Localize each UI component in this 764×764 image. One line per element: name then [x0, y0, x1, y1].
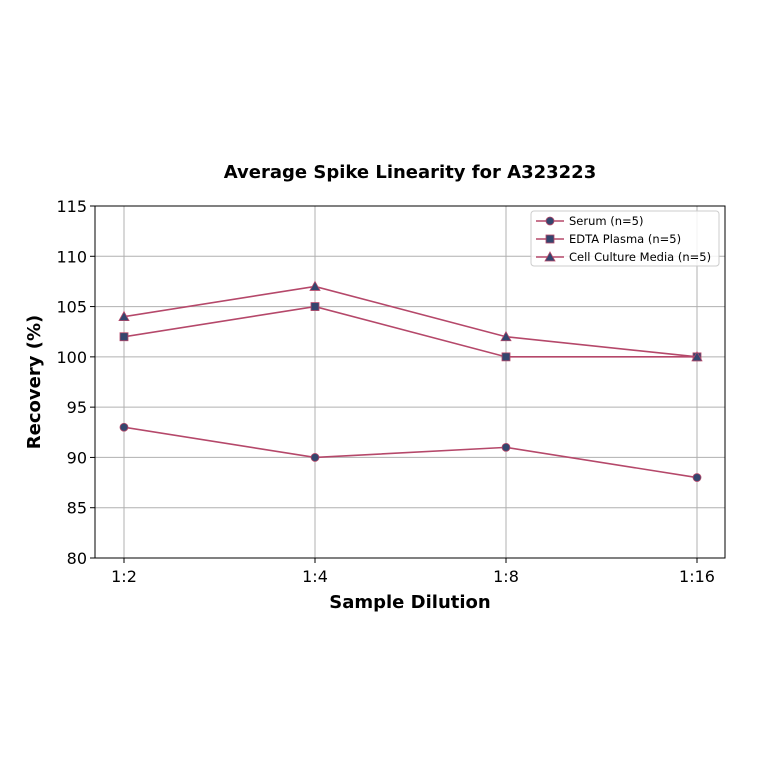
- y-axis-ticks: 80 85 90 95 100 105 110 115: [56, 197, 95, 568]
- square-marker: [119, 332, 129, 342]
- y-tick-label: 100: [56, 348, 87, 367]
- square-marker: [310, 302, 320, 311]
- y-axis-label: Recovery (%): [24, 315, 45, 449]
- series-line: [123, 305, 697, 358]
- circle-marker: [545, 216, 555, 226]
- series-line: [123, 426, 698, 479]
- chart-title: Average Spike Linearity for A323223: [224, 162, 596, 183]
- plot-area: [94, 205, 726, 559]
- y-tick-label: 80: [67, 549, 87, 568]
- circle-marker: [310, 453, 320, 462]
- triangle-marker: [544, 251, 556, 262]
- circle-marker: [501, 442, 511, 452]
- legend-item: Cell Culture Media (n=5): [536, 250, 711, 264]
- legend-box: [530, 210, 720, 267]
- triangle-marker: [118, 310, 130, 322]
- legend-label: Serum (n=5): [569, 214, 643, 228]
- circle-marker: [692, 473, 702, 482]
- circle-marker: [119, 422, 129, 432]
- y-tick-label: 110: [56, 247, 87, 266]
- x-tick-label: 1:4: [302, 567, 328, 586]
- x-tick-label: 1:8: [493, 567, 519, 586]
- legend-item: EDTA Plasma (n=5): [536, 232, 681, 246]
- y-tick-label: 95: [67, 398, 87, 417]
- y-tick-label: 85: [67, 499, 87, 518]
- square-marker: [545, 234, 555, 244]
- data-series: [118, 280, 703, 482]
- x-axis-ticks: 1:2 1:4 1:8 1:16: [111, 558, 715, 586]
- triangle-marker: [500, 330, 512, 342]
- series-line: [123, 285, 698, 358]
- series-2: [118, 280, 703, 362]
- x-tick-label: 1:16: [679, 567, 715, 586]
- y-tick-label: 105: [56, 298, 87, 317]
- triangle-marker: [691, 351, 703, 362]
- legend-label: EDTA Plasma (n=5): [569, 232, 681, 246]
- triangle-marker: [309, 280, 321, 291]
- y-tick-label: 90: [67, 448, 87, 467]
- legend-label: Cell Culture Media (n=5): [569, 250, 711, 264]
- legend-item: Serum (n=5): [536, 214, 643, 228]
- legend: Serum (n=5) EDTA Plasma (n=5) Cell Culture…: [530, 210, 720, 267]
- x-axis-label: Sample Dilution: [329, 592, 490, 613]
- series-0: [119, 422, 702, 482]
- y-tick-label: 115: [56, 197, 87, 216]
- x-tick-label: 1:2: [111, 567, 137, 586]
- square-marker: [501, 352, 511, 362]
